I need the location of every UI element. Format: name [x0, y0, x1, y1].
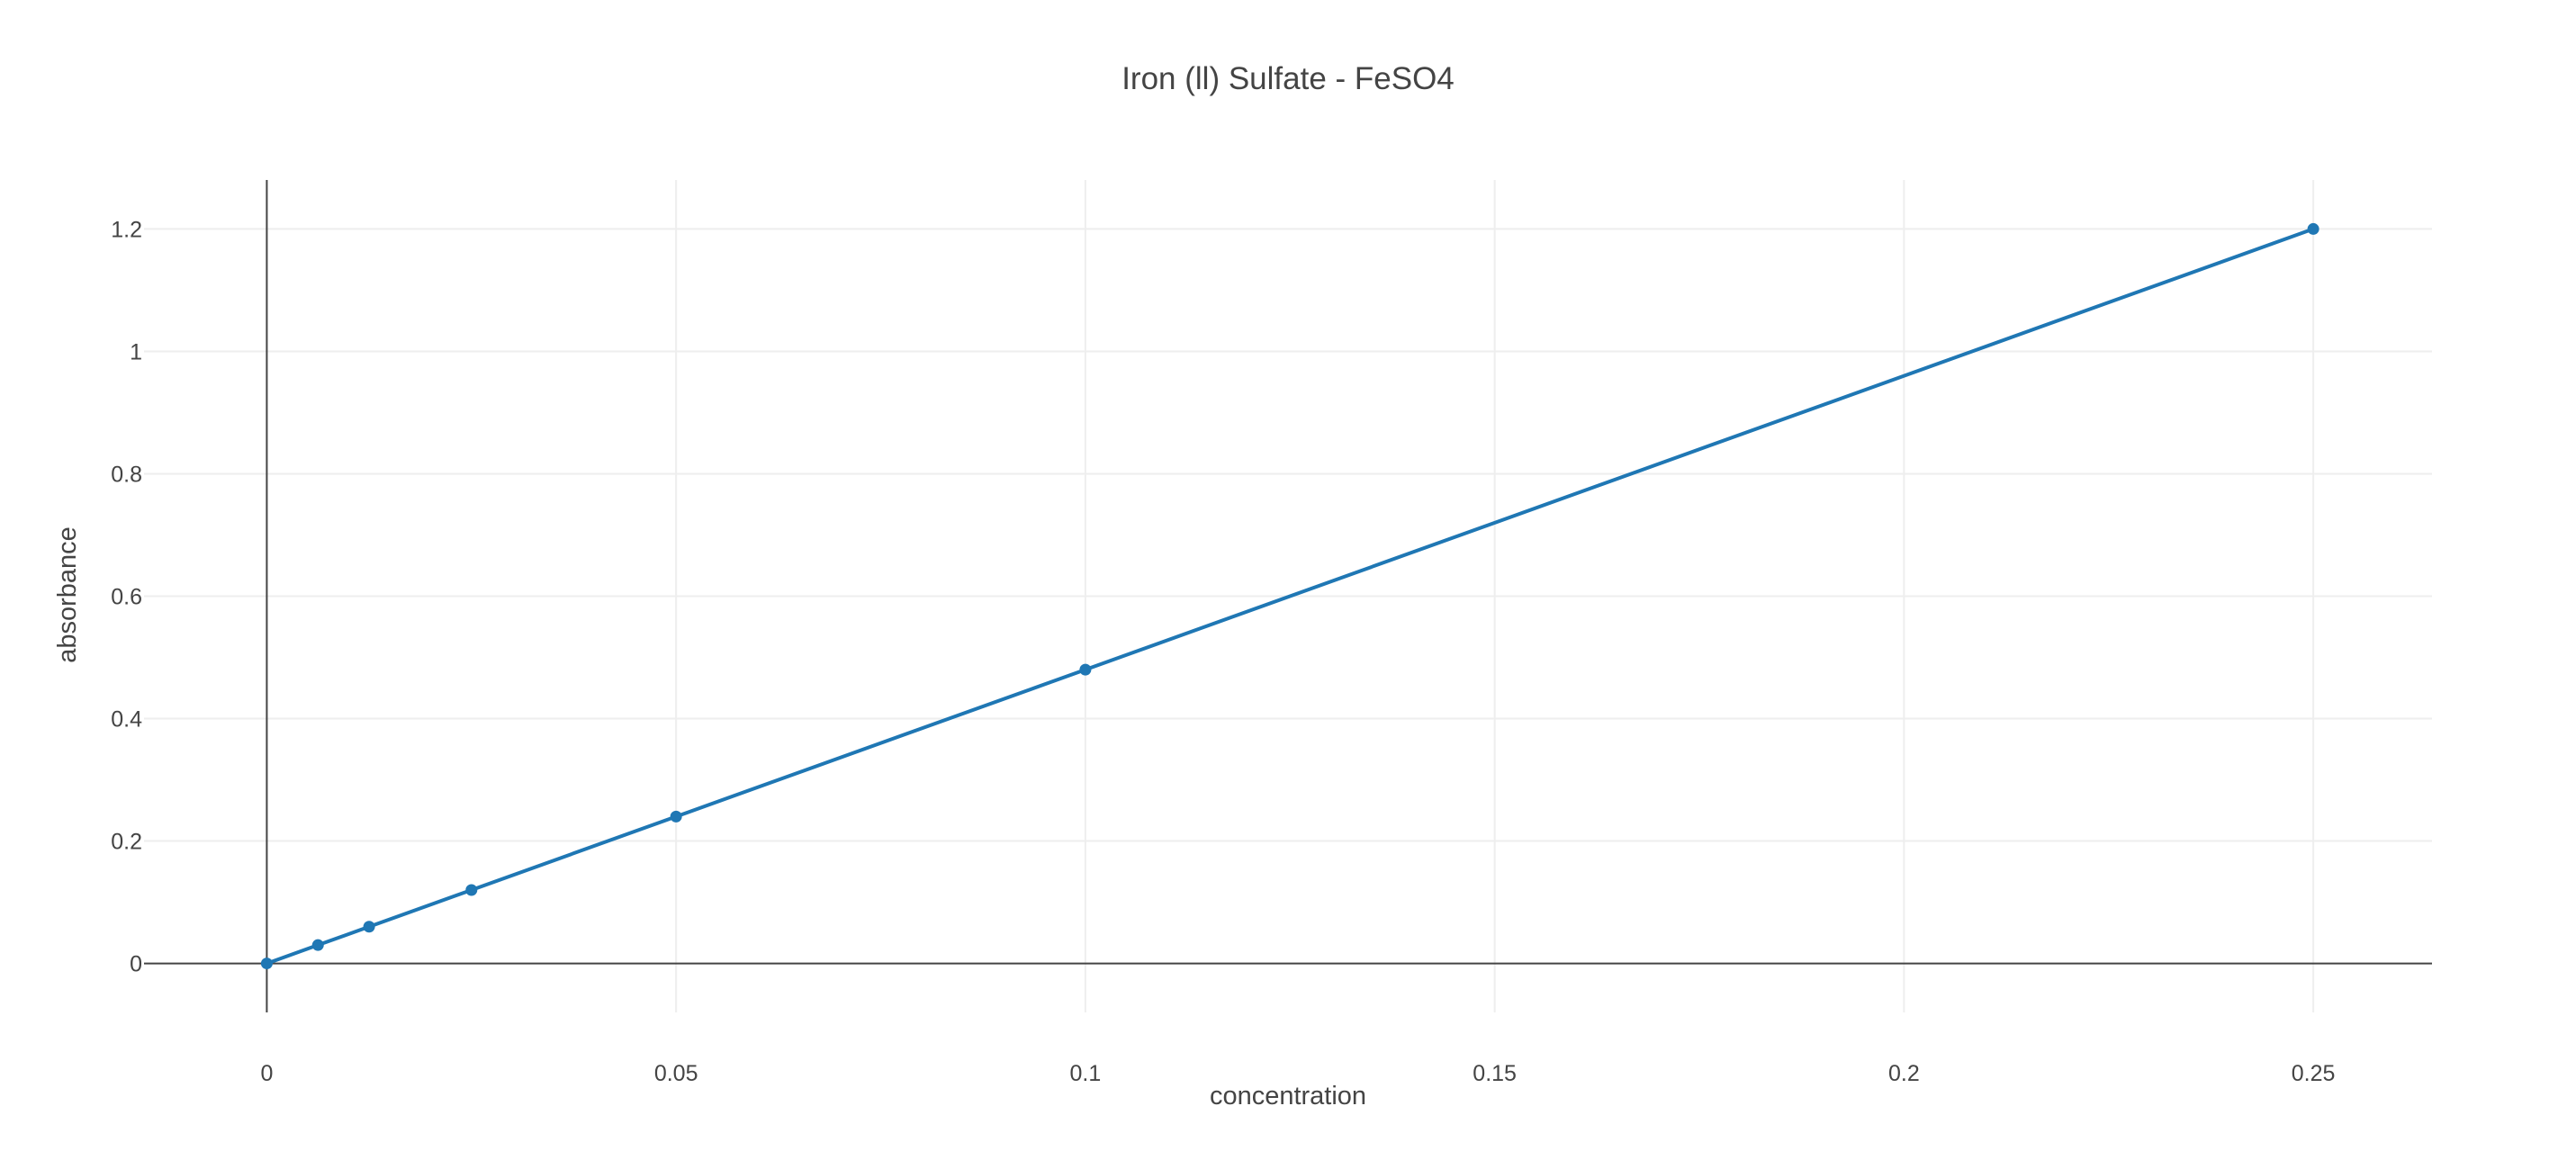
series-layer: [260, 222, 2319, 970]
y-axis-title: absorbance: [53, 526, 82, 663]
axes: [144, 180, 2432, 1012]
data-point: [260, 958, 273, 970]
x-tick-label: 0.15: [1473, 1061, 1517, 1086]
data-point: [363, 921, 375, 933]
y-tick-label: 0.6: [111, 585, 142, 610]
x-axis-title: concentration: [1210, 1082, 1366, 1111]
y-tick-label: 1: [130, 339, 142, 364]
tick-labels: 0 0.05 0.1 0.15 0.2 0.25 0 0.2 0.4 0.6 0.8 1 1.2: [111, 217, 2335, 1086]
x-tick-label: 0.25: [2292, 1061, 2336, 1086]
x-tick-label: 0.05: [654, 1061, 698, 1086]
data-point: [2307, 222, 2319, 235]
y-tick-label: 0.8: [111, 462, 142, 487]
data-point: [670, 810, 682, 823]
x-tick-label: 0: [260, 1061, 273, 1086]
data-point: [465, 884, 478, 896]
data-point: [311, 939, 324, 951]
chart-title: Iron (ll) Sulfate - FeSO4: [1121, 61, 1455, 96]
y-tick-label: 0: [130, 952, 142, 977]
y-tick-label: 1.2: [111, 217, 142, 242]
data-point: [1079, 663, 1092, 676]
y-tick-label: 0.2: [111, 830, 142, 855]
y-tick-label: 0.4: [111, 707, 142, 733]
x-tick-label: 0.2: [1888, 1061, 1920, 1086]
x-tick-label: 0.1: [1070, 1061, 1102, 1086]
grid-lines: [144, 180, 2432, 1012]
